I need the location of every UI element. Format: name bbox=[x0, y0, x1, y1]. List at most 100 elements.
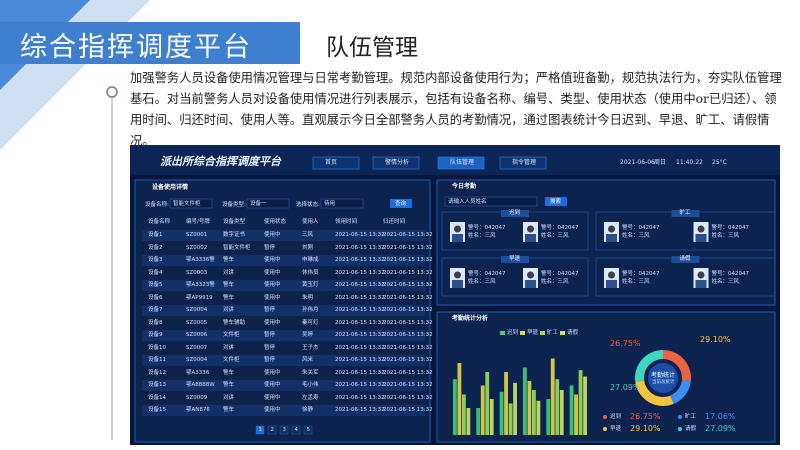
panel-title: 设备使用详情 bbox=[152, 184, 189, 191]
photo-head bbox=[454, 225, 461, 233]
search-input bbox=[444, 196, 538, 207]
filter-value[interactable]: 智能文件柜 bbox=[173, 200, 201, 207]
cell: 2021-06-15 13:32 bbox=[335, 257, 385, 263]
cell: 使用中 bbox=[264, 319, 281, 326]
bar bbox=[453, 379, 457, 435]
filter-label: 设备类型: bbox=[222, 202, 246, 208]
page-number[interactable]: 2 bbox=[270, 426, 275, 433]
column-header: 领用时间 bbox=[335, 219, 358, 225]
cell: 使用中 bbox=[264, 269, 281, 276]
legend-label: 旷工 bbox=[547, 329, 559, 336]
cell: 警车 bbox=[223, 382, 235, 388]
nav-item[interactable]: 警情分析 bbox=[385, 159, 410, 166]
cell: 黄玉灯 bbox=[302, 282, 319, 288]
cell: 暂停 bbox=[264, 357, 276, 363]
cell: 使用中 bbox=[264, 382, 281, 388]
search-input[interactable]: 请输入人员姓名 bbox=[448, 198, 487, 205]
cell: 吴婷 bbox=[302, 332, 314, 338]
legend-swatch bbox=[540, 331, 545, 335]
cell: 设备1 bbox=[148, 232, 163, 238]
cell: 设备5 bbox=[148, 282, 163, 288]
filter-box bbox=[246, 198, 290, 209]
cell: SZ0009 bbox=[186, 394, 208, 401]
legend-swatch bbox=[560, 331, 565, 335]
search-button[interactable]: 搜索 bbox=[550, 198, 562, 205]
photo-body bbox=[452, 280, 463, 288]
cell: 2021-06-15 13:32 bbox=[383, 369, 433, 376]
query-button[interactable]: 查询 bbox=[395, 200, 407, 207]
title-bar bbox=[0, 22, 300, 64]
cell: 暂停 bbox=[264, 307, 276, 313]
cell: 警车 bbox=[223, 282, 235, 288]
cell: 2021-06-15 13:32 bbox=[383, 357, 433, 363]
badge: 警号：042047 bbox=[711, 225, 750, 231]
cell: 文件柜 bbox=[223, 357, 240, 363]
table-row bbox=[142, 305, 425, 316]
donut-subtitle: 当前总统计 bbox=[652, 380, 675, 385]
group-tag bbox=[501, 210, 529, 217]
cell: 设备6 bbox=[148, 294, 163, 301]
nav-item[interactable]: 队伍管理 bbox=[450, 159, 475, 166]
cell: 2021-06-15 13:32 bbox=[383, 394, 433, 401]
page-button bbox=[291, 425, 301, 435]
person-name: 姓名：三风 bbox=[711, 279, 740, 285]
cell: 申琳成 bbox=[302, 257, 319, 263]
nav-item[interactable]: 指令管理 bbox=[512, 159, 537, 166]
photo-head bbox=[697, 271, 705, 279]
photo-body bbox=[606, 234, 617, 242]
page-number[interactable]: 3 bbox=[282, 426, 287, 433]
person-name: 姓名：三风 bbox=[541, 279, 569, 285]
cell: SZ0004 bbox=[186, 357, 208, 363]
donut-center bbox=[648, 363, 678, 393]
cell: 2021-06-15 13:32 bbox=[335, 294, 385, 301]
column-header: 使用状态 bbox=[264, 219, 287, 225]
bar bbox=[583, 376, 587, 435]
filter-label: 选择状态: bbox=[296, 202, 320, 208]
filter-box bbox=[320, 198, 364, 209]
cell: 2021-06-15 13:32 bbox=[383, 232, 433, 238]
cell: 设备4 bbox=[148, 269, 163, 276]
cell: 2021-06-15 13:32 bbox=[383, 332, 433, 338]
cell: 数字证书 bbox=[223, 232, 246, 238]
photo-head bbox=[608, 225, 615, 233]
legend-dot bbox=[678, 415, 682, 419]
cell: 鄂A3336 bbox=[186, 369, 210, 376]
cell: 风米 bbox=[302, 357, 314, 363]
cell: 秦可灯 bbox=[302, 319, 319, 326]
weather: 25°C bbox=[712, 159, 727, 166]
legend-label: 旷工 bbox=[685, 414, 697, 420]
cell: SZ0005 bbox=[186, 319, 208, 326]
legend-label: 请假 bbox=[567, 329, 579, 336]
cell: 使用中 bbox=[264, 282, 281, 288]
cell: SZ0006 bbox=[186, 332, 208, 338]
filter-value[interactable]: 设备一 bbox=[250, 200, 267, 207]
page-number[interactable]: 1 bbox=[258, 426, 263, 433]
page-number[interactable]: 5 bbox=[306, 426, 311, 433]
page-button bbox=[303, 425, 313, 435]
filter-value[interactable]: 待用 bbox=[324, 200, 336, 207]
cell: 使用中 bbox=[264, 232, 281, 238]
cell: 2021-06-15 13:32 bbox=[335, 357, 385, 363]
cell: 使用中 bbox=[264, 369, 281, 376]
column-header: 归还时间 bbox=[383, 219, 406, 225]
cell: 2021-06-15 13:32 bbox=[383, 319, 433, 326]
page-number[interactable]: 4 bbox=[294, 426, 299, 433]
search-button bbox=[545, 197, 567, 206]
cell: 2021-06-15 13:32 bbox=[335, 332, 385, 338]
bar bbox=[569, 385, 574, 435]
column-header: 设备名称 bbox=[148, 219, 171, 225]
dot bbox=[106, 86, 118, 98]
photo-body bbox=[695, 280, 707, 288]
legend-label: 早退 bbox=[527, 329, 539, 336]
cell: SZ0004 bbox=[186, 307, 208, 313]
nav-item[interactable]: 首页 bbox=[325, 159, 338, 166]
donut-slice bbox=[635, 350, 663, 382]
cell: 使用中 bbox=[264, 294, 281, 301]
cell: 毛小伟 bbox=[302, 382, 319, 388]
cell: 王子杰 bbox=[302, 344, 319, 351]
group-tag bbox=[501, 256, 529, 263]
filter-label: 设备名称: bbox=[145, 202, 169, 208]
legend-dot bbox=[678, 427, 682, 431]
table-row bbox=[142, 405, 425, 416]
